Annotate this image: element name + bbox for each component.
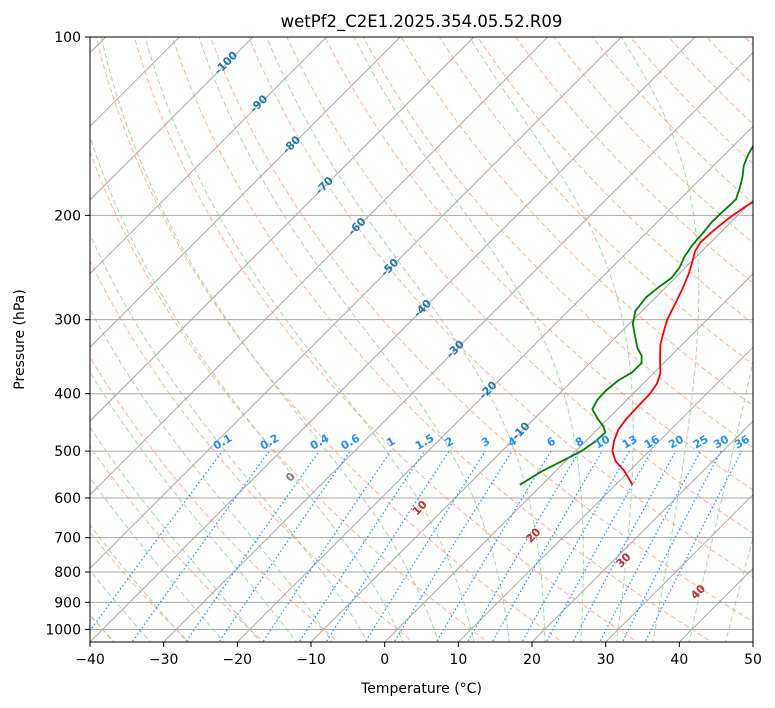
isotherm-line [310,199,753,642]
x-tick-label: −30 [149,652,179,668]
isotherm-line [457,346,753,642]
y-tick-label: 1000 [45,622,81,638]
isotherm-line [531,420,753,642]
isotherm-line [90,37,475,422]
dry-adiabat-line [90,356,339,642]
isotherm-line [90,37,549,496]
mixing-ratio-line [185,450,320,642]
mixing-ratio-line [599,450,702,642]
x-tick-label: 20 [523,652,541,668]
grid-layer [90,37,753,642]
dry-adiabat-line [438,37,753,366]
isotherm-line [90,37,623,570]
y-tick-label: 300 [54,313,81,329]
chart-title: wetPf2_C2E1.2025.354.05.52.R09 [281,12,563,32]
dewpoint-profile-line [519,144,753,486]
y-tick-label: 900 [54,595,81,611]
isotherm-line [383,272,753,642]
data-layer [519,144,753,486]
isotherm-line [90,37,696,642]
x-tick-label: −10 [296,652,326,668]
mixing-ratio-line [218,450,351,642]
isotherm-line [90,37,254,201]
x-tick-label: 40 [670,652,688,668]
y-tick-label: 600 [54,491,81,507]
isotherm-line [236,125,753,642]
mixing-ratio-line [90,450,223,632]
y-tick-label: 500 [54,444,81,460]
dry-adiabat-line [90,445,265,642]
mixing-ratio-line [466,450,580,642]
mixing-ratio-line [262,450,392,642]
tick-layer: −40 −30 −20 −10 0 10 20 30 40 50 100 200 300 400 500 60… [45,30,762,668]
y-tick-label: 700 [54,531,81,547]
mixing-ratio-line [572,450,677,642]
x-tick-label: 50 [744,652,762,668]
x-tick-label: 10 [449,652,467,668]
x-tick-label: 30 [597,652,615,668]
y-tick-label: 400 [54,387,81,403]
dry-adiabat-line [362,37,753,449]
mixing-ratio-line [364,450,486,642]
dry-adiabat-line [90,150,489,642]
isotherm-line [90,37,402,349]
x-tick-label: −40 [75,652,105,668]
mixing-ratio-line [325,450,450,642]
x-tick-label: 0 [380,652,389,668]
moist-adiabat-line [90,426,261,642]
y-tick-label: 800 [54,565,81,581]
moist-adiabat-line [90,476,225,642]
dry-adiabat-line [477,37,753,325]
moist-adiabat-line [100,37,440,642]
dry-adiabat-line [324,37,753,491]
y-tick-label: 200 [54,208,81,224]
y-axis-title: Pressure (hPa) [12,289,28,389]
dry-adiabat-line [286,37,753,534]
y-tick-label: 100 [54,30,81,46]
mixing-ratio-line [131,450,270,642]
plot-frame [89,36,754,643]
mixing-ratio-line [393,450,513,642]
mixing-ratio-line [298,450,425,642]
isotherm-line [162,51,753,642]
temperature-profile-line [611,201,753,486]
x-axis-title: Temperature (°C) [360,681,482,697]
mixing-ratio-line [621,450,722,642]
moist-adiabat-line [90,370,297,642]
dry-adiabat-line [95,37,564,642]
x-tick-label: −20 [223,652,253,668]
isotherm-line [604,493,753,642]
isotherm-line [90,37,328,275]
isotherm-line [90,37,181,128]
